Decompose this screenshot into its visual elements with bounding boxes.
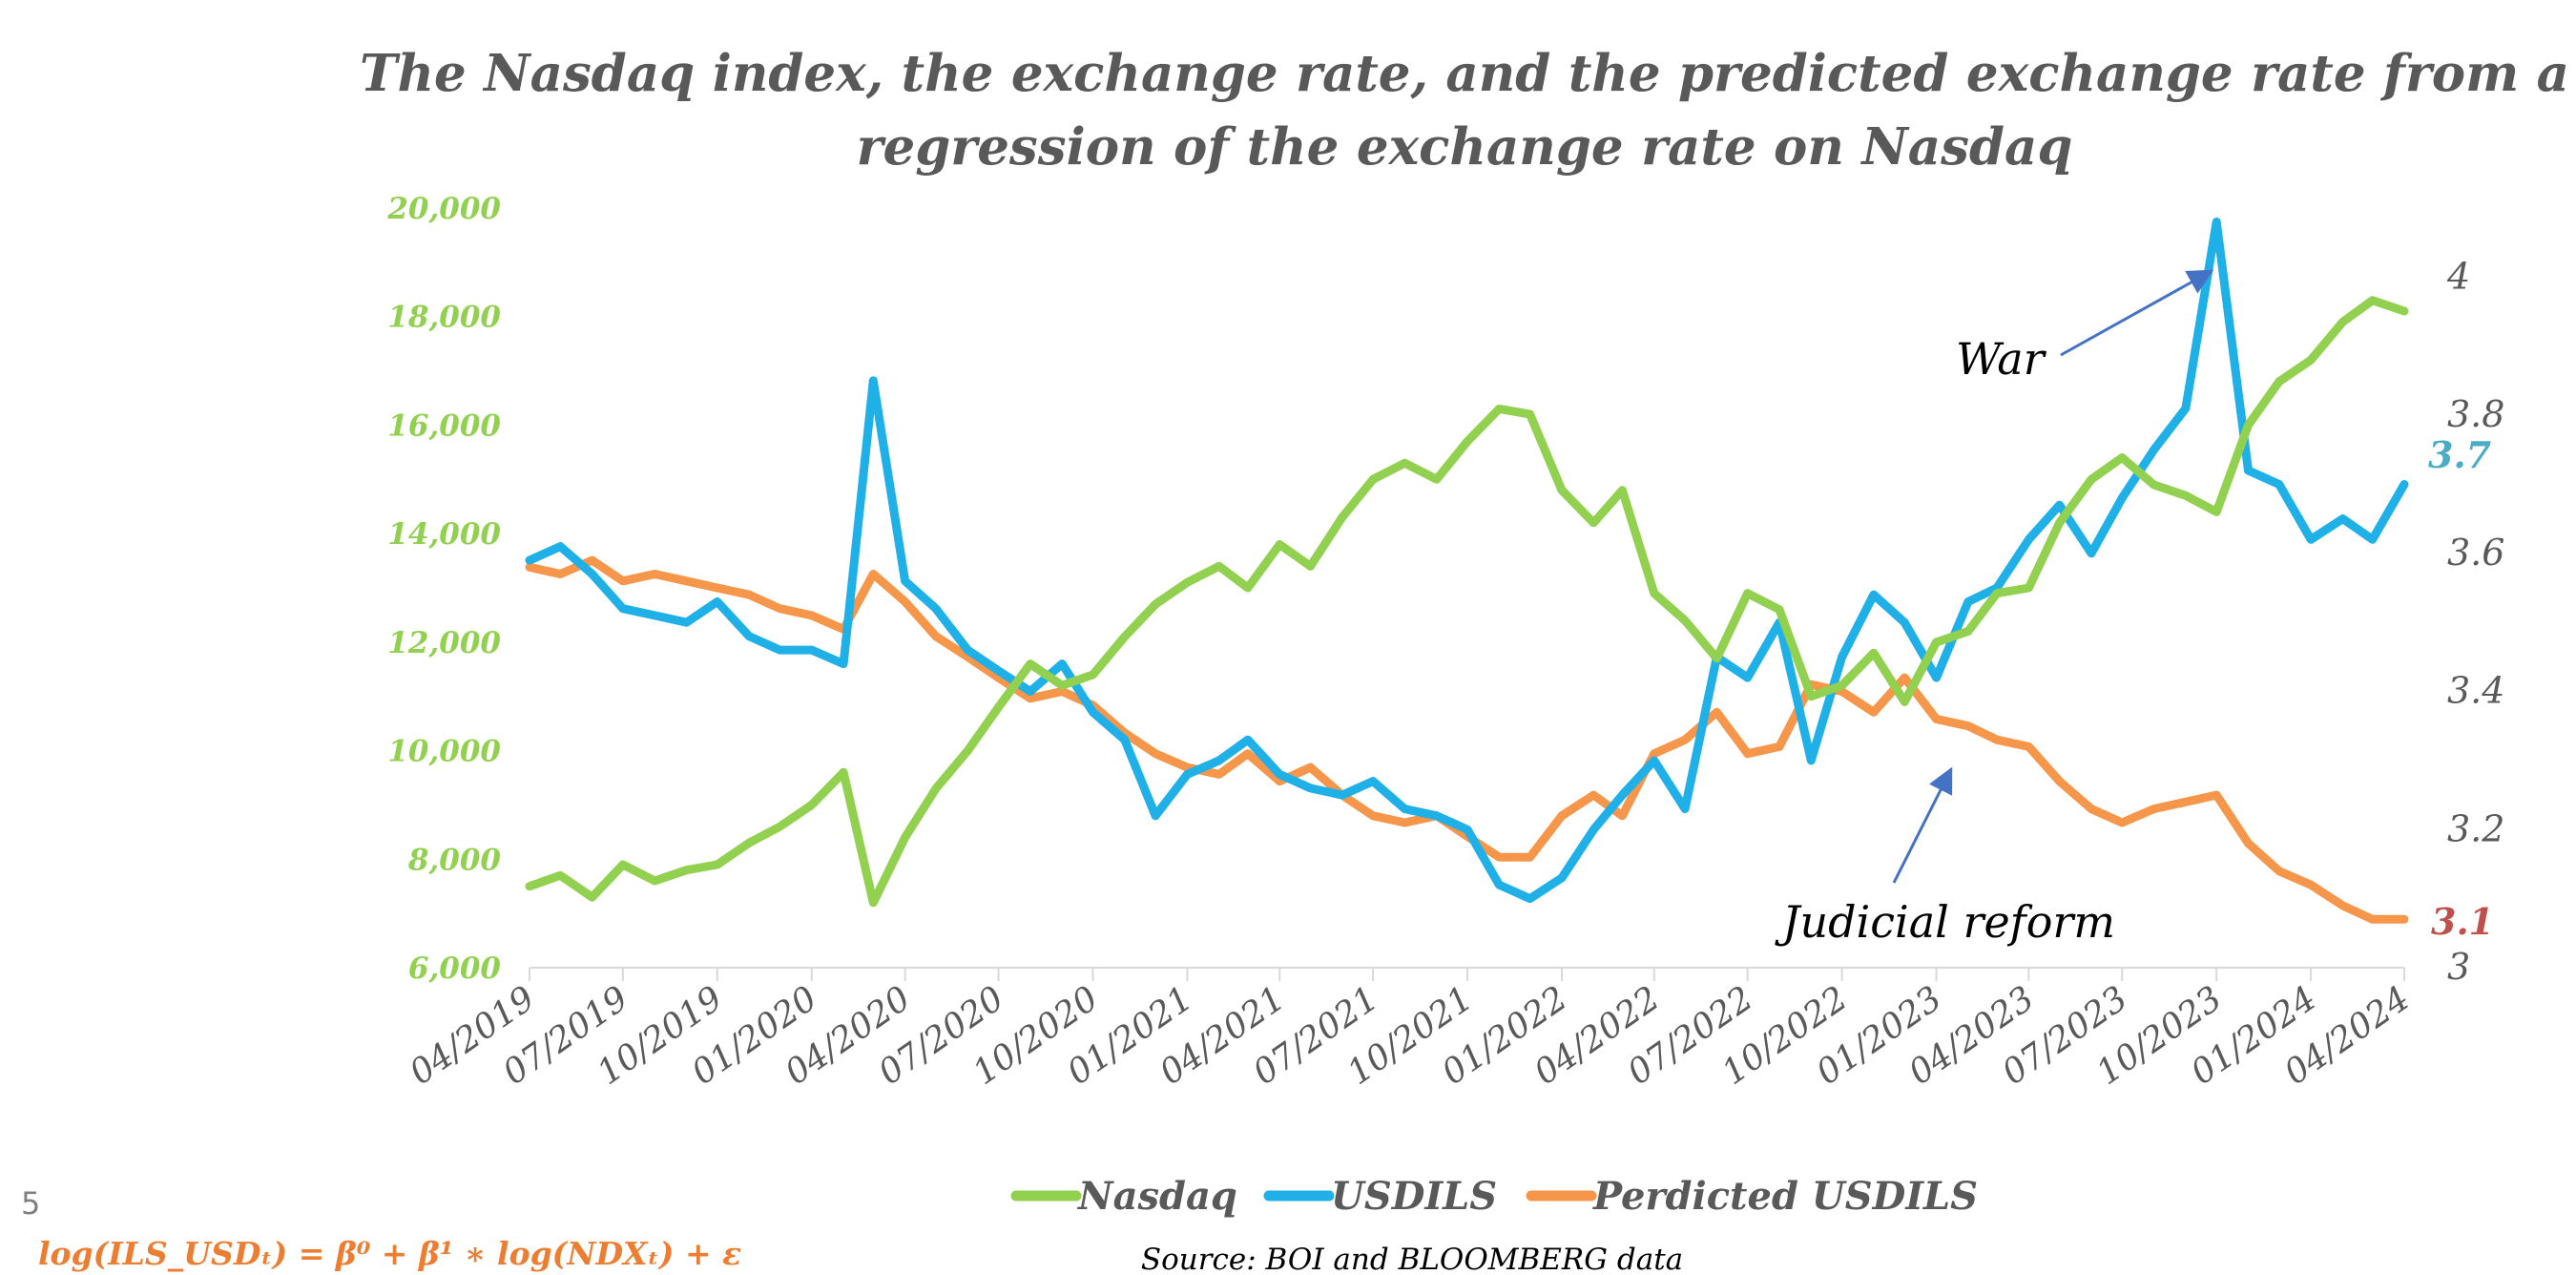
axes: 04/201907/201910/201901/202004/202007/20… — [386, 192, 2504, 1093]
y-right-tick-label: 3.6 — [2447, 532, 2504, 574]
y-left-tick-label: 16,000 — [387, 408, 501, 443]
source-note: Source: BOI and BLOOMBERG data — [1141, 1243, 1683, 1275]
series-layer — [525, 218, 2409, 924]
legend-label-predicted: Perdicted USDILS — [1592, 1174, 1978, 1219]
annotation-war: War — [1956, 269, 2214, 385]
chart-title-line-1: The Nasdaq index, the exchange rate, and… — [360, 44, 2569, 103]
legend-label-usdils: USDILS — [1331, 1174, 1497, 1219]
regression-formula: log(ILS_USDₜ) = β⁰ + β¹ ∗ log(NDXₜ) + ε — [38, 1235, 741, 1272]
series-usdils-line — [525, 218, 2409, 904]
end-label-usdils: 3.7 — [2428, 433, 2491, 476]
y-right-tick-label: 3.4 — [2447, 670, 2504, 712]
legend: Nasdaq USDILS Perdicted USDILS — [1010, 1174, 1978, 1219]
page-number: 5 — [21, 1185, 40, 1222]
y-left-tick-label: 14,000 — [387, 517, 501, 552]
annotation-war-arrow — [2060, 269, 2214, 357]
series-nasdaq-line — [525, 296, 2409, 908]
y-right-tick-label: 4 — [2446, 255, 2470, 297]
y-right-tick-label: 3.8 — [2447, 393, 2504, 435]
y-right-tick-label: 3 — [2447, 946, 2470, 988]
annotation-judicial-reform-label: Judicial reform — [1775, 896, 2115, 948]
legend-label-nasdaq: Nasdaq — [1076, 1174, 1237, 1219]
y-left-tick-label: 6,000 — [408, 951, 502, 986]
y-left-tick-label: 20,000 — [386, 192, 501, 226]
annotation-war-label: War — [1956, 333, 2047, 385]
annotation-judicial-reform: Judicial reform — [1775, 766, 2115, 948]
series-predicted-usdils-line — [525, 555, 2409, 924]
annotation-judicial-reform-arrow — [1892, 766, 1953, 884]
y-left-tick-label: 10,000 — [387, 735, 501, 769]
y-left-tick-label: 8,000 — [407, 843, 502, 877]
chart-title-line-2: regression of the exchange rate on Nasda… — [857, 117, 2073, 177]
y-left-tick-label: 12,000 — [387, 626, 501, 660]
y-right-tick-label: 3.2 — [2447, 807, 2504, 849]
end-label-predicted: 3.1 — [2431, 900, 2494, 943]
y-left-tick-label: 18,000 — [387, 301, 501, 335]
